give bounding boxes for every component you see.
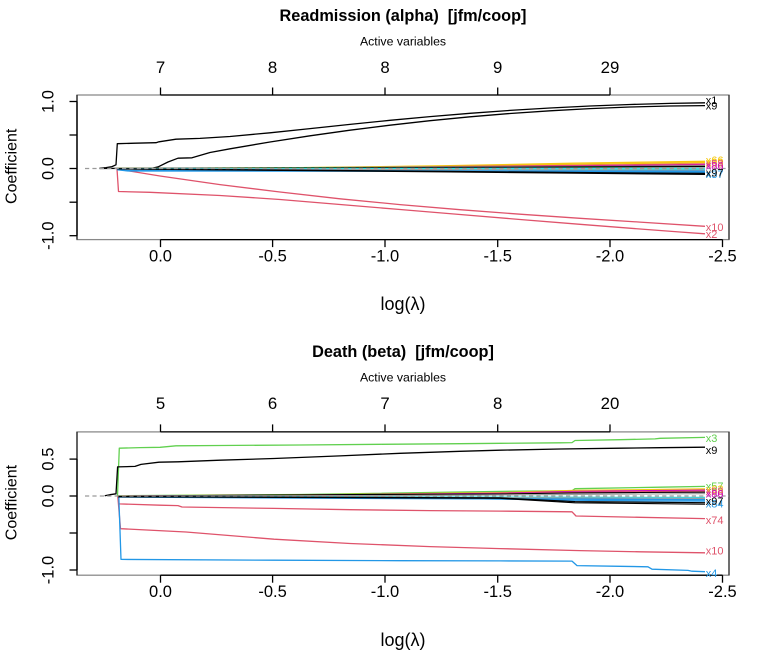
svg-text:x97: x97 xyxy=(706,168,724,180)
svg-text:log(λ): log(λ) xyxy=(380,294,425,314)
svg-text:8: 8 xyxy=(493,394,502,413)
svg-text:x2: x2 xyxy=(706,229,718,241)
svg-text:9: 9 xyxy=(493,58,502,77)
svg-text:x10: x10 xyxy=(706,222,724,234)
svg-text:-1.0: -1.0 xyxy=(371,583,399,601)
svg-text:Readmission (alpha) [jfm/coop: Readmission (alpha) [jfm/coop] xyxy=(280,7,527,25)
svg-text:x4: x4 xyxy=(706,568,718,580)
svg-text:x1: x1 xyxy=(706,95,718,107)
svg-text:x97: x97 xyxy=(706,496,724,508)
svg-text:x84: x84 xyxy=(706,499,724,511)
svg-text:x63: x63 xyxy=(706,157,724,169)
svg-text:0.0: 0.0 xyxy=(149,583,172,601)
svg-text:1.0: 1.0 xyxy=(40,90,58,113)
svg-text:x10: x10 xyxy=(706,546,724,558)
svg-text:x58: x58 xyxy=(706,159,724,171)
svg-text:log(λ): log(λ) xyxy=(380,630,425,650)
svg-text:x3: x3 xyxy=(706,433,718,445)
svg-text:-0.5: -0.5 xyxy=(258,583,286,601)
svg-text:8: 8 xyxy=(268,58,277,77)
svg-text:6: 6 xyxy=(268,394,277,413)
svg-text:20: 20 xyxy=(601,394,620,413)
svg-text:x88: x88 xyxy=(706,486,724,498)
svg-text:x86: x86 xyxy=(706,488,724,500)
svg-text:x63: x63 xyxy=(706,484,724,496)
svg-text:0.0: 0.0 xyxy=(40,157,58,180)
svg-text:Coefficient: Coefficient xyxy=(4,128,21,204)
svg-text:-1.5: -1.5 xyxy=(483,247,511,265)
svg-text:-0.5: -0.5 xyxy=(258,247,286,265)
svg-text:x37: x37 xyxy=(706,169,724,181)
svg-text:0.0: 0.0 xyxy=(40,485,58,508)
svg-text:x57: x57 xyxy=(706,481,724,493)
svg-text:-2.0: -2.0 xyxy=(596,583,624,601)
svg-text:-1.0: -1.0 xyxy=(40,221,58,249)
svg-text:5: 5 xyxy=(156,394,165,413)
svg-text:-2.5: -2.5 xyxy=(708,583,736,601)
svg-text:0.0: 0.0 xyxy=(149,247,172,265)
svg-text:Active variables: Active variables xyxy=(360,35,446,49)
svg-text:Coefficient: Coefficient xyxy=(4,464,21,540)
svg-text:-1.0: -1.0 xyxy=(371,247,399,265)
svg-text:x9: x9 xyxy=(706,445,718,457)
svg-text:Death (beta) [jfm/coop]: Death (beta) [jfm/coop] xyxy=(312,343,494,361)
svg-text:Active variables: Active variables xyxy=(360,371,446,385)
svg-text:-2.0: -2.0 xyxy=(596,247,624,265)
svg-text:-2.5: -2.5 xyxy=(708,247,736,265)
svg-text:29: 29 xyxy=(601,58,620,77)
svg-text:-1.0: -1.0 xyxy=(40,556,58,584)
svg-text:0.5: 0.5 xyxy=(40,448,58,471)
svg-text:x66: x66 xyxy=(706,155,724,167)
svg-text:7: 7 xyxy=(156,58,165,77)
svg-text:7: 7 xyxy=(380,394,389,413)
svg-text:x74: x74 xyxy=(706,515,724,527)
svg-text:x86: x86 xyxy=(706,160,724,172)
svg-text:x9: x9 xyxy=(706,101,718,113)
svg-text:8: 8 xyxy=(380,58,389,77)
svg-text:-1.5: -1.5 xyxy=(483,583,511,601)
